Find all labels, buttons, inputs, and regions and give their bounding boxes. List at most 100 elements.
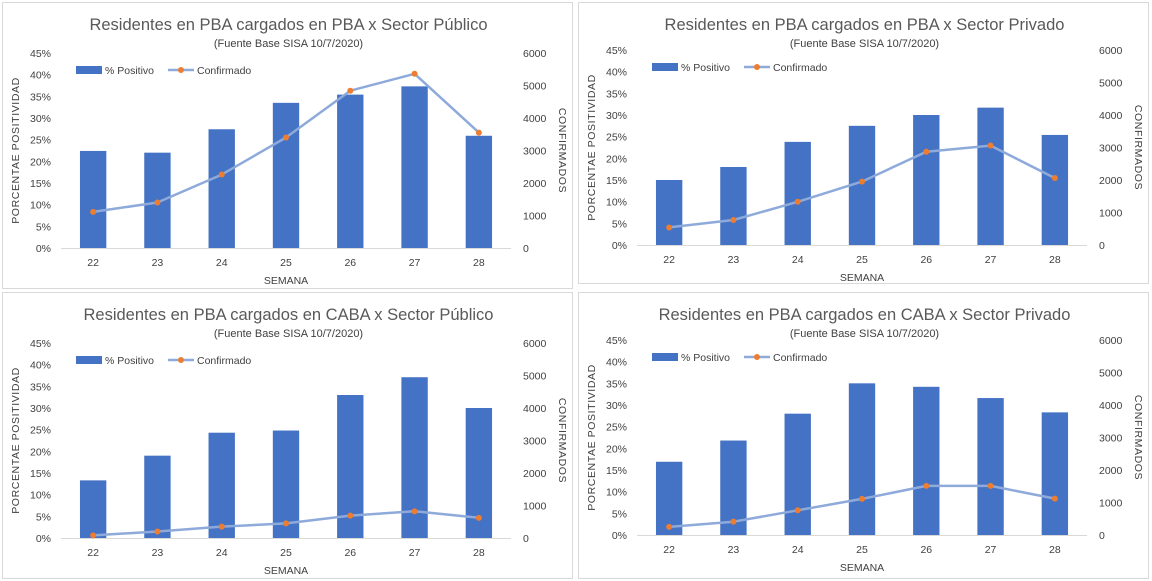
y2-tick-label: 5000 (523, 81, 547, 93)
bar (848, 383, 876, 535)
y-tick-label: 0% (612, 240, 627, 252)
line-point (90, 532, 97, 539)
chart-title: Residentes en PBA cargados en CABA x Sec… (84, 306, 494, 324)
x-tick-label: 26 (344, 547, 356, 559)
x-axis-title: SEMANA (264, 565, 308, 577)
line-point (923, 482, 930, 489)
line-point (347, 512, 354, 519)
y2-tick-label: 5000 (1099, 368, 1123, 380)
x-tick-label: 28 (1049, 254, 1061, 266)
y2-tick-label: 1000 (1099, 498, 1123, 510)
bar (144, 455, 171, 538)
bar (272, 430, 300, 538)
legend-marker-line (178, 357, 184, 363)
y-tick-label: 45% (606, 45, 627, 57)
x-tick-label: 26 (344, 257, 356, 269)
chart-title: Residentes en PBA cargados en PBA x Sect… (665, 16, 1065, 34)
x-tick-label: 23 (152, 547, 164, 559)
line-point (987, 142, 994, 149)
y-tick-label: 15% (606, 175, 627, 187)
bar (208, 129, 235, 248)
bar (784, 413, 811, 535)
legend-label-line: Confirmado (197, 65, 251, 77)
line-point (794, 198, 801, 205)
chart-subtitle: (Fuente Base SISA 10/7/2020) (790, 328, 939, 340)
y2-tick-label: 3000 (1099, 143, 1123, 155)
line-point (218, 523, 225, 530)
y2-tick-label: 6000 (523, 48, 547, 60)
x-tick-label: 24 (792, 544, 804, 556)
bar (208, 432, 235, 538)
bar (977, 107, 1004, 245)
y2-tick-label: 0 (1099, 530, 1105, 542)
line-point (154, 199, 161, 206)
x-tick-label: 28 (1049, 544, 1061, 556)
x-tick-label: 24 (792, 254, 804, 266)
y2-tick-label: 0 (523, 243, 529, 255)
legend-swatch-bar (76, 66, 102, 74)
y-tick-label: 25% (606, 422, 627, 434)
line-point (347, 87, 354, 94)
legend-label-line: Confirmado (773, 352, 827, 364)
bar (401, 86, 428, 248)
legend-label-line: Confirmado (773, 62, 827, 74)
line-point (411, 508, 418, 515)
line-point (794, 507, 801, 514)
y2-tick-label: 2000 (1099, 175, 1123, 187)
line-point (859, 178, 865, 185)
x-tick-label: 25 (856, 254, 868, 266)
legend-label-bar: % Positivo (105, 355, 154, 367)
y2-tick-label: 4000 (523, 113, 547, 125)
line-point (283, 134, 289, 141)
x-tick-label: 22 (663, 544, 675, 556)
y-tick-label: 35% (606, 378, 627, 390)
x-tick-label: 27 (409, 547, 421, 559)
y-tick-label: 25% (30, 425, 51, 437)
line-point (666, 224, 673, 231)
bar (79, 150, 107, 248)
chart-svg: Residentes en PBA cargados en PBA x Sect… (10, 16, 568, 287)
bar (784, 141, 811, 245)
y-tick-label: 0% (612, 530, 627, 542)
x-tick-label: 28 (473, 257, 485, 269)
x-tick-label: 23 (152, 257, 164, 269)
x-tick-label: 23 (728, 544, 740, 556)
x-tick-label: 24 (216, 257, 228, 269)
x-tick-label: 25 (280, 547, 292, 559)
y-tick-label: 30% (606, 400, 627, 412)
y2-tick-label: 6000 (523, 338, 547, 350)
y2-tick-label: 0 (1099, 240, 1105, 252)
y2-tick-label: 0 (523, 533, 529, 545)
y2-tick-label: 3000 (523, 146, 547, 158)
x-tick-label: 25 (856, 544, 868, 556)
y-tick-label: 45% (606, 335, 627, 347)
y-tick-label: 40% (30, 70, 51, 82)
y-tick-label: 35% (30, 91, 51, 103)
y-tick-label: 30% (606, 110, 627, 122)
y-tick-label: 15% (606, 465, 627, 477)
line-point (987, 482, 994, 489)
line-point (154, 528, 161, 535)
x-axis-title: SEMANA (840, 562, 884, 574)
y-tick-label: 10% (606, 197, 627, 209)
y-axis-title: PORCENTAE POSITIVIDAD (10, 367, 22, 514)
x-tick-label: 26 (920, 254, 932, 266)
y2-tick-label: 1000 (523, 211, 547, 223)
line-point (218, 171, 225, 178)
y-axis-title: PORCENTAE POSITIVIDAD (10, 77, 22, 224)
y-tick-label: 10% (606, 487, 627, 499)
x-tick-label: 26 (920, 544, 932, 556)
y-axis-title: PORCENTAE POSITIVIDAD (586, 74, 598, 221)
y-tick-label: 20% (30, 446, 51, 458)
y2-tick-label: 6000 (1099, 335, 1123, 347)
chart-panel-pba-privado: Residentes en PBA cargados en PBA x Sect… (578, 2, 1149, 284)
x-tick-label: 28 (473, 547, 485, 559)
y2-tick-label: 4000 (1099, 400, 1123, 412)
y-tick-label: 5% (36, 221, 51, 233)
line-point (283, 520, 289, 527)
y2-tick-label: 2000 (523, 178, 547, 190)
y2-tick-label: 3000 (523, 436, 547, 448)
chart-panel-caba-publico: Residentes en PBA cargados en CABA x Sec… (2, 292, 573, 579)
y-tick-label: 20% (606, 153, 627, 165)
line-point (90, 208, 97, 215)
